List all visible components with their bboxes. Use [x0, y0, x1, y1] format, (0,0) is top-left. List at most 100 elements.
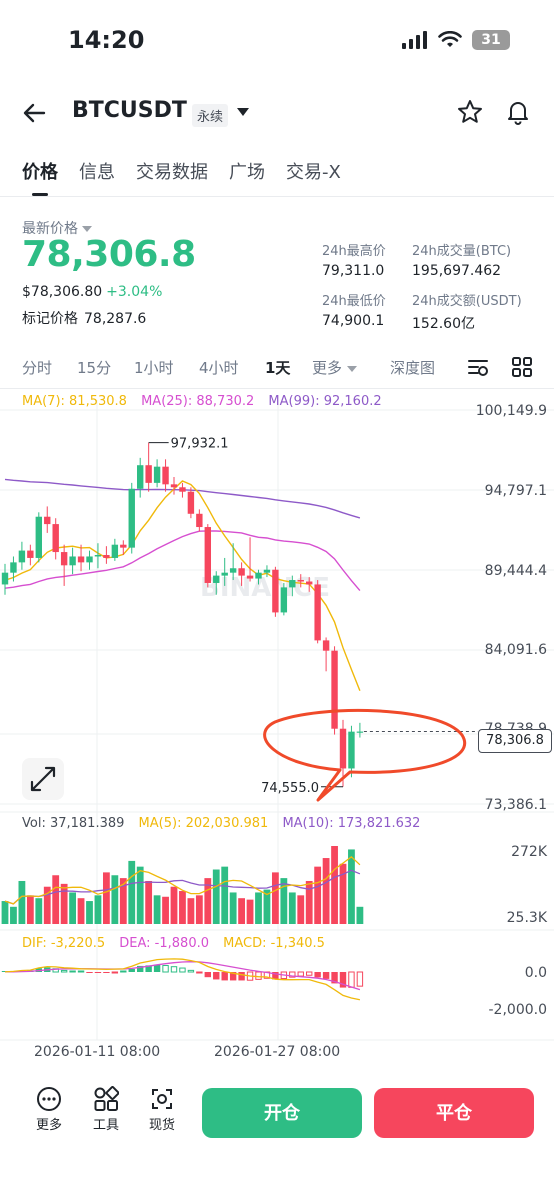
candle-body — [1, 572, 9, 585]
candle-body — [238, 568, 245, 576]
volume-bar — [35, 898, 43, 924]
ma7-value: MA(7): 81,530.8 — [22, 394, 127, 409]
pair-dropdown-icon[interactable] — [237, 108, 249, 116]
volume-bar — [18, 880, 26, 924]
open-position-button[interactable]: 开仓 — [202, 1088, 362, 1138]
volume-bar — [10, 906, 17, 924]
volume-axis-label: 272K — [511, 844, 548, 860]
close-position-button[interactable]: 平仓 — [374, 1088, 534, 1138]
interval-bar: 分时 15分 1小时 4小时 1天 更多 深度图 — [22, 357, 542, 379]
macd-histogram-bar — [322, 972, 330, 979]
volume-bar — [119, 878, 127, 924]
interval-more[interactable]: 更多 — [312, 357, 358, 378]
candle-body — [35, 516, 42, 558]
macd-histogram-bar — [306, 971, 313, 976]
volume-bar — [179, 891, 186, 924]
volume-bar — [111, 875, 119, 924]
volume-bar — [263, 889, 271, 924]
stat-value: 79,311.0 — [322, 263, 385, 279]
spot-tool-label: 现货 — [148, 1118, 175, 1133]
volume-bar — [204, 878, 212, 924]
candle-body — [137, 465, 144, 489]
contract-type-badge: 永续 — [192, 104, 229, 127]
interval-more-label: 更多 — [312, 359, 343, 377]
tools-grid-icon — [94, 1086, 119, 1111]
volume-bar — [272, 872, 279, 924]
interval-line[interactable]: 分时 — [22, 359, 53, 377]
macd-histogram-bar — [103, 972, 110, 973]
ma99-value: MA(99): 92,160.2 — [268, 394, 382, 409]
candle-body — [60, 552, 68, 566]
last-price-label[interactable]: 最新价格 — [22, 218, 92, 238]
price-axis-label: 100,149.9 — [476, 403, 547, 419]
candle-body — [331, 650, 338, 729]
vol-ma5-value: MA(5): 202,030.981 — [138, 816, 269, 831]
macd-histogram-bar — [69, 970, 76, 973]
macd-histogram-bar — [255, 971, 262, 980]
stat-value: 152.60亿 — [412, 316, 475, 332]
macd-histogram-bar — [145, 965, 152, 972]
tab-info[interactable]: 信息 — [79, 162, 115, 183]
indicator-settings-icon[interactable] — [467, 356, 489, 378]
pair-title[interactable]: BTCUSDT — [72, 98, 187, 123]
back-arrow-icon[interactable] — [20, 98, 50, 128]
macd-histogram-bar — [128, 968, 135, 972]
interval-4h[interactable]: 4小时 — [199, 359, 239, 377]
volume-bar — [60, 883, 68, 924]
macd-histogram-bar — [196, 971, 203, 974]
bottom-action-bar: 更多 工具 现货 开仓 平仓 — [0, 1086, 554, 1146]
price-change: +3.04% — [106, 284, 163, 300]
macd-histogram-bar — [204, 972, 211, 978]
more-tool[interactable]: 更多 — [29, 1086, 69, 1133]
volume-bar — [52, 875, 60, 924]
battery-icon: 31 — [472, 30, 510, 50]
volume-value: Vol: 37,181.389 — [22, 816, 125, 831]
notification-bell-icon[interactable] — [504, 98, 532, 126]
candle-body — [162, 466, 169, 485]
candle-body — [77, 556, 85, 563]
favorite-star-icon[interactable] — [456, 98, 484, 126]
kline-chart[interactable]: BINANCE 100,149.9 94,797.1 89,444.4 84,091.6… — [0, 392, 554, 1052]
status-bar: 14:20 31 — [0, 0, 554, 82]
dea-value: DEA: -1,880.0 — [119, 936, 209, 951]
stat-label: 24h最高价 — [322, 244, 386, 259]
mark-price: 78,287.6 — [84, 311, 147, 327]
tab-trading-data[interactable]: 交易数据 — [136, 162, 208, 183]
tab-square[interactable]: 广场 — [229, 162, 265, 183]
tab-trade-x[interactable]: 交易-X — [286, 162, 341, 183]
macd-histogram-bar — [289, 971, 296, 978]
interval-1h[interactable]: 1小时 — [134, 359, 174, 377]
interval-depth[interactable]: 深度图 — [390, 359, 434, 377]
stat-24h-vol-usdt: 24h成交额(USDT) 152.60亿 — [412, 290, 522, 333]
candle-body — [322, 640, 330, 651]
volume-bar — [103, 872, 110, 924]
volume-bar — [305, 880, 313, 924]
fullscreen-expand-icon[interactable] — [22, 758, 64, 800]
candle-body — [229, 568, 237, 573]
macd-histogram-bar — [238, 972, 245, 981]
ma-indicator-row: MA(7): 81,530.8 MA(25): 88,730.2 MA(99):… — [22, 394, 392, 409]
grid-layout-icon[interactable] — [511, 356, 533, 378]
volume-bar — [255, 892, 262, 924]
candle-body — [179, 487, 186, 492]
candle-body — [18, 550, 26, 563]
candle-body — [153, 466, 161, 483]
macd-histogram-bar — [272, 972, 279, 980]
spot-tool[interactable]: 现货 — [142, 1086, 182, 1133]
interval-1d[interactable]: 1天 — [265, 359, 291, 377]
candle-body — [120, 544, 127, 548]
interval-15m[interactable]: 15分 — [77, 359, 112, 377]
macd-indicator-row: DIF: -3,220.5 DEA: -1,880.0 MACD: -1,340… — [22, 936, 335, 951]
volume-bar — [280, 878, 288, 924]
tools-tool[interactable]: 工具 — [86, 1086, 126, 1133]
candle-body — [348, 731, 355, 769]
volume-bar — [1, 901, 9, 924]
price-axis-label: 94,797.1 — [485, 483, 547, 499]
candle-body — [86, 556, 93, 563]
tab-price[interactable]: 价格 — [22, 158, 58, 196]
vol-ma10-value: MA(10): 173,821.632 — [282, 816, 421, 831]
ma25-value: MA(25): 88,730.2 — [141, 394, 255, 409]
volume-bar — [170, 886, 178, 924]
macd-value: MACD: -1,340.5 — [223, 936, 325, 951]
stat-label: 24h成交额(USDT) — [412, 294, 522, 309]
